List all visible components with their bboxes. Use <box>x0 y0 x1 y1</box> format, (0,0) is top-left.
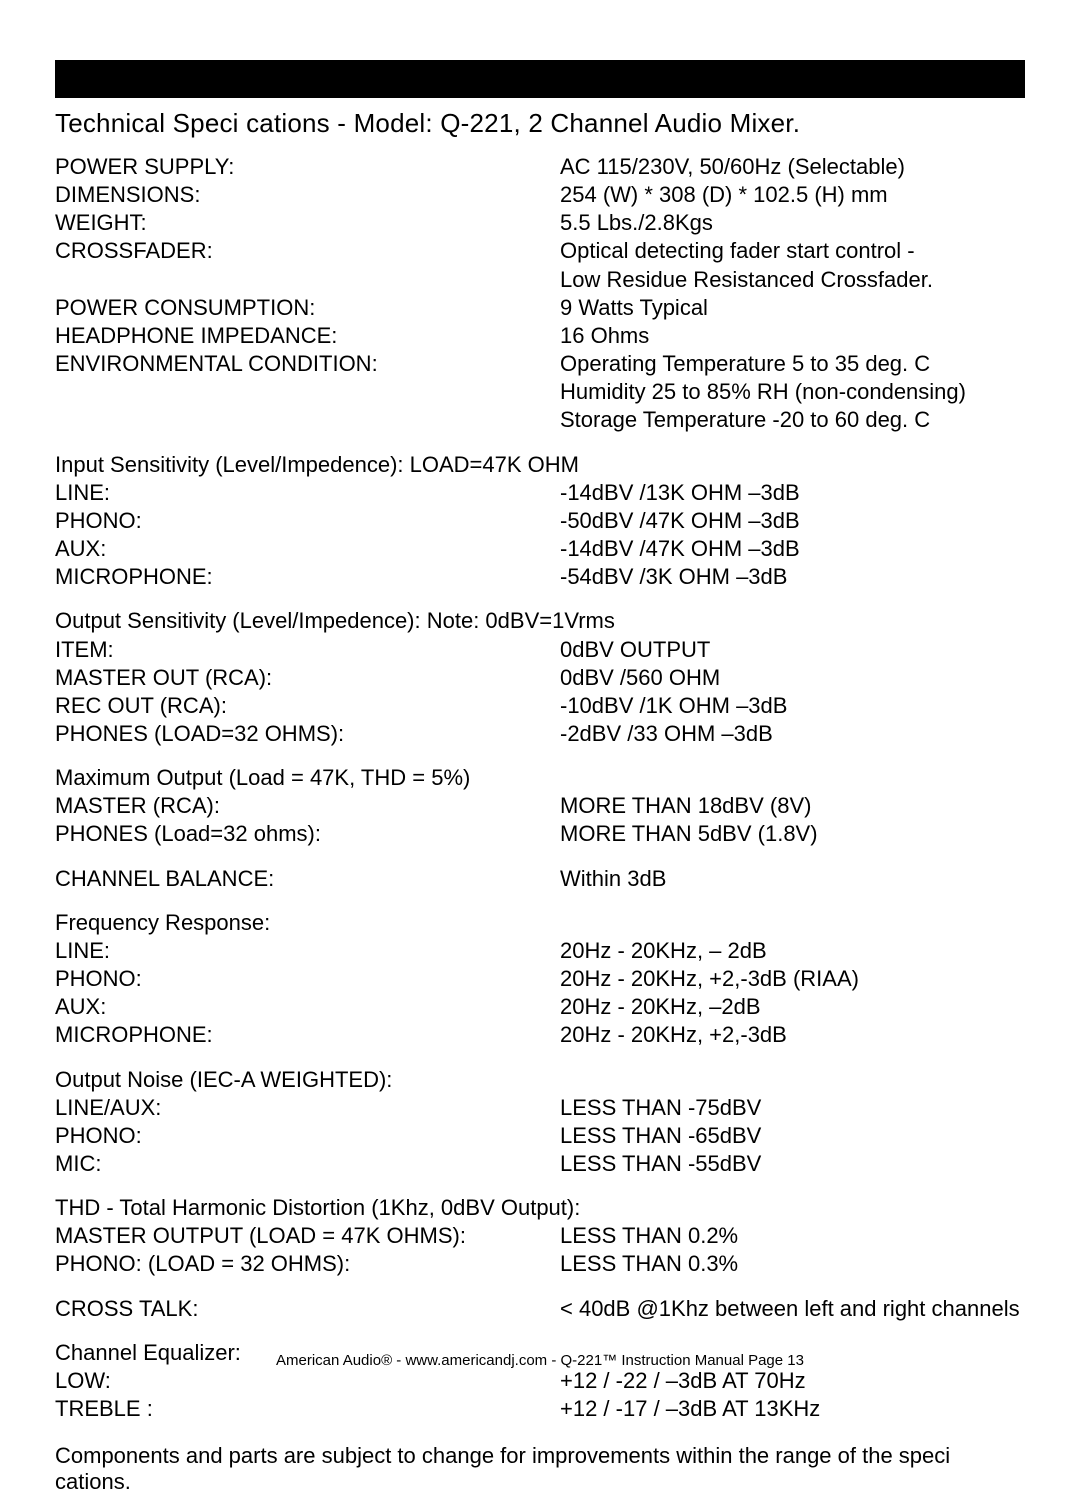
dimensions-value: 254 (W) * 308 (D) * 102.5 (H) mm <box>560 181 1025 209</box>
output-sensitivity-block: Output Sensitivity (Level/Impedence): No… <box>55 607 1025 748</box>
noise-mic-label: MIC: <box>55 1150 560 1178</box>
power-cons-label: POWER CONSUMPTION: <box>55 294 560 322</box>
max-phones-label: PHONES (Load=32 ohms): <box>55 820 560 848</box>
output-master-value: 0dBV /560 OHM <box>560 664 1025 692</box>
cross-talk-label: CROSS TALK: <box>55 1295 560 1323</box>
freq-response-block: Frequency Response: LINE:20Hz - 20KHz, –… <box>55 909 1025 1050</box>
freq-mic-label: MICROPHONE: <box>55 1021 560 1049</box>
thd-master-value: LESS THAN 0.2% <box>560 1222 1025 1250</box>
page-title: Technical Speci cations - Model: Q-221, … <box>55 108 1025 139</box>
output-phones-value: -2dBV /33 OHM –3dB <box>560 720 1025 748</box>
general-specs: POWER SUPPLY:AC 115/230V, 50/60Hz (Selec… <box>55 153 1025 435</box>
thd-master-label: MASTER OUTPUT (LOAD = 47K OHMS): <box>55 1222 560 1250</box>
noise-phono-label: PHONO: <box>55 1122 560 1150</box>
input-phono-label: PHONO: <box>55 507 560 535</box>
max-output-block: Maximum Output (Load = 47K, THD = 5%) MA… <box>55 764 1025 848</box>
dimensions-label: DIMENSIONS: <box>55 181 560 209</box>
crossfader-label: CROSSFADER: <box>55 237 560 265</box>
output-item-value: 0dBV OUTPUT <box>560 636 1025 664</box>
freq-aux-value: 20Hz - 20KHz, –2dB <box>560 993 1025 1021</box>
headphone-value: 16 Ohms <box>560 322 1025 350</box>
noise-line-label: LINE/AUX: <box>55 1094 560 1122</box>
thd-header: THD - Total Harmonic Distortion (1Khz, 0… <box>55 1194 1025 1222</box>
eq-treble-label: TREBLE : <box>55 1395 560 1423</box>
thd-phono-value: LESS THAN 0.3% <box>560 1250 1025 1278</box>
env-value-3: Storage Temperature -20 to 60 deg. C <box>560 406 1025 434</box>
channel-balance-label: CHANNEL BALANCE: <box>55 865 560 893</box>
power-cons-value: 9 Watts Typical <box>560 294 1025 322</box>
freq-line-label: LINE: <box>55 937 560 965</box>
noise-line-value: LESS THAN -75dBV <box>560 1094 1025 1122</box>
freq-phono-label: PHONO: <box>55 965 560 993</box>
freq-mic-value: 20Hz - 20KHz, +2,-3dB <box>560 1021 1025 1049</box>
input-mic-label: MICROPHONE: <box>55 563 560 591</box>
input-sens-header: Input Sensitivity (Level/Impedence): LOA… <box>55 451 1025 479</box>
crossfader-value-2: Low Residue Resistanced Crossfader. <box>560 266 1025 294</box>
output-master-label: MASTER OUT (RCA): <box>55 664 560 692</box>
noise-mic-value: LESS THAN -55dBV <box>560 1150 1025 1178</box>
eq-treble-value: +12 / -17 / –3dB AT 13KHz <box>560 1395 1025 1423</box>
max-phones-value: MORE THAN 5dBV (1.8V) <box>560 820 1025 848</box>
headphone-label: HEADPHONE IMPEDANCE: <box>55 322 560 350</box>
output-rec-label: REC OUT (RCA): <box>55 692 560 720</box>
channel-balance-block: CHANNEL BALANCE:Within 3dB <box>55 865 1025 893</box>
thd-phono-label: PHONO: (LOAD = 32 OHMS): <box>55 1250 560 1278</box>
freq-aux-label: AUX: <box>55 993 560 1021</box>
page-footer: American Audio® - www.americandj.com - Q… <box>0 1352 1080 1369</box>
noise-phono-value: LESS THAN -65dBV <box>560 1122 1025 1150</box>
max-master-label: MASTER (RCA): <box>55 792 560 820</box>
input-aux-label: AUX: <box>55 535 560 563</box>
cross-talk-value: < 40dB @1Khz between left and right chan… <box>560 1295 1025 1323</box>
thd-block: THD - Total Harmonic Distortion (1Khz, 0… <box>55 1194 1025 1278</box>
footer-note: Components and parts are subject to chan… <box>55 1443 1025 1495</box>
input-aux-value: -14dBV /47K OHM –3dB <box>560 535 1025 563</box>
power-supply-label: POWER SUPPLY: <box>55 153 560 181</box>
input-phono-value: -50dBV /47K OHM –3dB <box>560 507 1025 535</box>
header-bar <box>55 60 1025 98</box>
output-item-label: ITEM: <box>55 636 560 664</box>
output-phones-label: PHONES (LOAD=32 OHMS): <box>55 720 560 748</box>
output-noise-block: Output Noise (IEC-A WEIGHTED): LINE/AUX:… <box>55 1066 1025 1179</box>
output-sens-header: Output Sensitivity (Level/Impedence): No… <box>55 607 1025 635</box>
env-value-1: Operating Temperature 5 to 35 deg. C <box>560 350 1025 378</box>
power-supply-value: AC 115/230V, 50/60Hz (Selectable) <box>560 153 1025 181</box>
freq-phono-value: 20Hz - 20KHz, +2,-3dB (RIAA) <box>560 965 1025 993</box>
freq-response-header: Frequency Response: <box>55 909 1025 937</box>
output-rec-value: -10dBV /1K OHM –3dB <box>560 692 1025 720</box>
max-output-header: Maximum Output (Load = 47K, THD = 5%) <box>55 764 1025 792</box>
env-label: ENVIRONMENTAL CONDITION: <box>55 350 560 378</box>
cross-talk-block: CROSS TALK:< 40dB @1Khz between left and… <box>55 1295 1025 1323</box>
eq-low-value: +12 / -22 / –3dB AT 70Hz <box>560 1367 1025 1395</box>
input-line-label: LINE: <box>55 479 560 507</box>
input-line-value: -14dBV /13K OHM –3dB <box>560 479 1025 507</box>
output-noise-header: Output Noise (IEC-A WEIGHTED): <box>55 1066 1025 1094</box>
freq-line-value: 20Hz - 20KHz, – 2dB <box>560 937 1025 965</box>
eq-low-label: LOW: <box>55 1367 560 1395</box>
input-mic-value: -54dBV /3K OHM –3dB <box>560 563 1025 591</box>
weight-label: WEIGHT: <box>55 209 560 237</box>
crossfader-value-1: Optical detecting fader start control - <box>560 237 1025 265</box>
env-value-2: Humidity 25 to 85% RH (non-condensing) <box>560 378 1025 406</box>
channel-balance-value: Within 3dB <box>560 865 1025 893</box>
weight-value: 5.5 Lbs./2.8Kgs <box>560 209 1025 237</box>
input-sensitivity-block: Input Sensitivity (Level/Impedence): LOA… <box>55 451 1025 592</box>
max-master-value: MORE THAN 18dBV (8V) <box>560 792 1025 820</box>
